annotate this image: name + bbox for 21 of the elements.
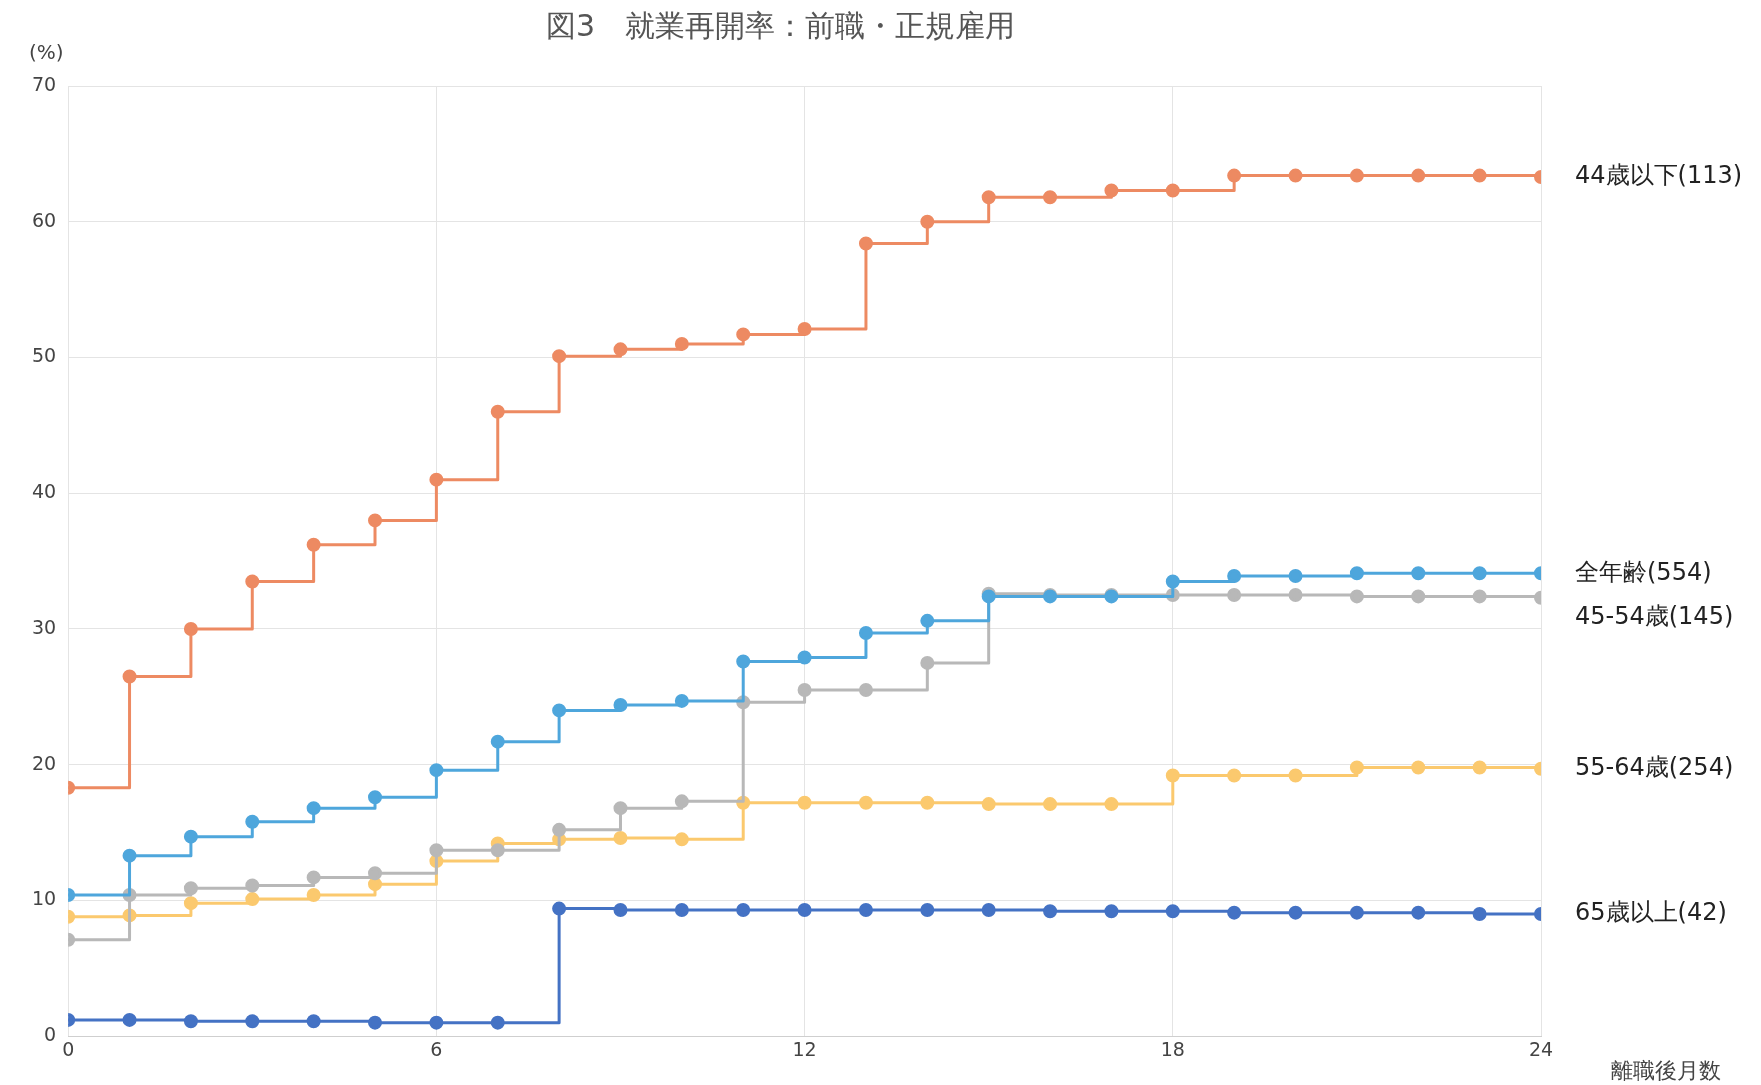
x-tick-label: 6	[430, 1037, 443, 1060]
series-label: 65歳以上(42)	[1575, 898, 1727, 927]
y-tick-label: 70	[31, 72, 57, 95]
y-tick-label: 60	[31, 208, 57, 231]
y-tick-label: 10	[31, 887, 57, 910]
chart-title: 図3 就業再開率：前職・正規雇用	[545, 7, 1016, 43]
y-tick-label: 40	[31, 480, 57, 503]
y-tick-label: 0	[44, 1023, 57, 1046]
series-label: 全年齢(554)	[1575, 557, 1712, 586]
x-tick-label: 24	[1528, 1037, 1554, 1060]
series-label: 45-54歳(145)	[1575, 601, 1734, 630]
y-axis-title: (%)	[28, 40, 64, 65]
y-tick-label: 50	[31, 344, 57, 367]
x-tick-label: 0	[62, 1037, 75, 1060]
x-tick-label: 12	[792, 1037, 817, 1060]
y-tick-label: 30	[31, 615, 57, 638]
series-label: 44歳以下(113)	[1575, 161, 1743, 190]
series-label: 55-64歳(254)	[1575, 753, 1734, 782]
x-axis-title: 離職後月数	[1611, 1057, 1721, 1083]
x-tick-label: 18	[1160, 1037, 1185, 1060]
y-tick-label: 20	[31, 751, 57, 774]
